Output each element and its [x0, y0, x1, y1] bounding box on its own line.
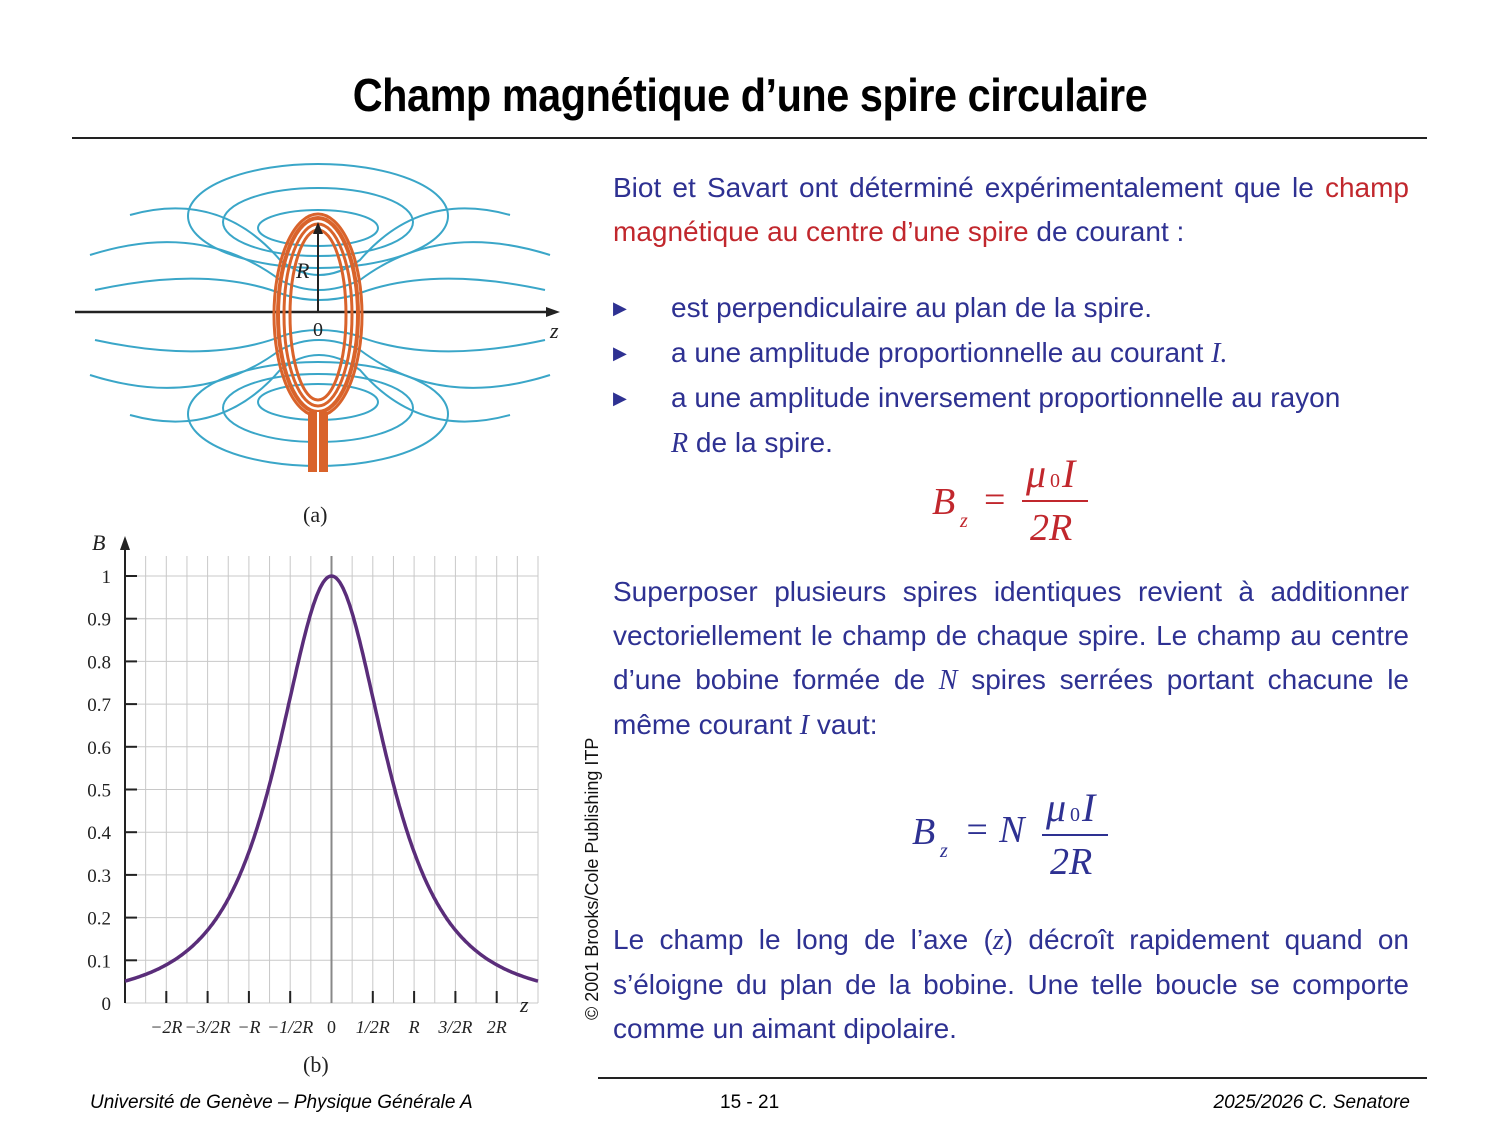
x-tick-label: −1/2R	[267, 1017, 313, 1037]
paragraph-superposition: Superposer plusieurs spires identiques r…	[613, 570, 1409, 748]
bullet-text-cont: de la spire.	[688, 426, 833, 458]
y-tick-label: 0.3	[87, 866, 111, 887]
para2-text-2: spires serrées portant chacune le même c…	[613, 664, 1410, 740]
intro-text-2: de courant :	[1028, 216, 1185, 247]
y-tick-label: 0.8	[87, 652, 111, 673]
y-tick-label: 0.7	[87, 695, 111, 716]
formula2-den: 2R	[1050, 841, 1093, 883]
chart-curve	[124, 574, 539, 983]
x-tick-label: 1/2R	[356, 1017, 390, 1037]
figure-a-label: (a)	[303, 502, 327, 527]
formula2-mu: μ	[1046, 785, 1067, 830]
bullet-symbol: R	[671, 427, 689, 459]
y-tick-label: 0.1	[87, 951, 111, 972]
formula2-lhs: B	[912, 811, 936, 853]
formula2-eq: = N	[964, 809, 1025, 851]
formula1-mu-sub: 0	[1050, 470, 1060, 492]
z-axis-label-a: z	[549, 318, 559, 343]
bullet-arrow-icon: ▶	[613, 388, 627, 408]
para2-text-1: Superposer plusieurs spires identiques r…	[613, 576, 1409, 695]
formula1-den: 2R	[1030, 507, 1073, 549]
intro-highlight: champ magnétique au centre d’une spire	[613, 172, 1409, 247]
chart-ylabel: B	[92, 530, 105, 555]
formula1-eq: =	[984, 479, 1006, 521]
formula1-fraction-bar	[1022, 500, 1088, 502]
chart-xlabel: z	[519, 992, 529, 1017]
intro-paragraph: Biot et Savart ont déterminé expérimenta…	[613, 166, 1409, 254]
figure-a-field-lines: R 0 z (a)	[75, 163, 560, 527]
bullet-item: ▶ a une amplitude proportionnelle au cou…	[613, 331, 1409, 377]
bullet-item: ▶ est perpendiculaire au plan de la spir…	[613, 286, 1409, 331]
y-tick-label: 0.2	[87, 909, 111, 930]
para2-text-3: vaut:	[809, 709, 878, 740]
formula-single-loop: B z = μ 0 I 2R	[932, 448, 1102, 558]
y-tick-label: 0.4	[87, 823, 111, 844]
x-tick-label: −3/2R	[185, 1017, 231, 1037]
para3-text-2: ) décroît rapidement quand on s’éloigne …	[613, 924, 1409, 1044]
formula1-mu: μ	[1026, 451, 1047, 496]
bullet-arrow-icon: ▶	[613, 298, 627, 318]
bullet-arrow-icon: ▶	[613, 342, 627, 363]
formula-coil: B z = N μ 0 I 2R	[912, 782, 1122, 892]
copyright-credit: © 2001 Brooks/Cole Publishing ITP	[582, 737, 602, 1020]
formula1-I: I	[1062, 451, 1076, 496]
y-axis-arrow-icon	[120, 536, 130, 550]
radius-label: R	[295, 258, 310, 283]
formula2-fraction-bar	[1042, 834, 1108, 836]
x-tick-label: 0	[327, 1017, 336, 1037]
para3-text-1: Le champ le long de l’axe (	[613, 924, 993, 955]
formula1-lhs: B	[932, 481, 956, 523]
x-tick-label: −R	[237, 1017, 260, 1037]
slide-title: Champ magnétique d’une spire circulaire	[352, 69, 1148, 121]
footer-rule	[598, 1077, 1427, 1079]
bullet-text: a une amplitude proportionnelle au coura…	[671, 336, 1212, 368]
bullet-item: ▶ a une amplitude inversement proportion…	[613, 376, 1409, 466]
x-tick-label: 3/2R	[437, 1017, 472, 1037]
footer-author: 2025/2026 C. Senatore	[1213, 1092, 1411, 1113]
para3-z: z	[992, 925, 1004, 956]
y-tick-label: 0.6	[87, 738, 111, 759]
y-tick-label: 1	[102, 567, 112, 588]
formula2-I: I	[1082, 785, 1096, 830]
figure-b-chart: 0 0.1 0.2 0.3 0.4 0.5 0.6 0.7 0.8 0.9 1 −2R −3/2R −R −…	[87, 530, 539, 1077]
formula1-sub: z	[960, 510, 968, 532]
x-tick-label: R	[408, 1017, 420, 1037]
y-tick-label: 0	[102, 994, 112, 1015]
bullet-symbol: I.	[1211, 337, 1228, 369]
y-tick-label: 0.5	[87, 781, 111, 802]
paragraph-decay: Le champ le long de l’axe (z) décroît ra…	[613, 918, 1409, 1051]
y-tick-label: 0.9	[87, 610, 111, 631]
bullet-text: est perpendiculaire au plan de la spire.	[671, 292, 1152, 323]
footer-page-number: 15 - 21	[720, 1092, 780, 1113]
bullet-list: ▶ est perpendiculaire au plan de la spir…	[613, 286, 1409, 466]
footer-university: Université de Genève – Physique Générale…	[90, 1092, 473, 1113]
para2-N: N	[938, 665, 958, 696]
intro-text-1: Biot et Savart ont déterminé expérimenta…	[613, 172, 1314, 203]
origin-label-a: 0	[313, 319, 323, 341]
formula2-mu-sub: 0	[1070, 804, 1080, 826]
figure-b-label: (b)	[303, 1052, 329, 1077]
x-tick-label: −2R	[150, 1017, 182, 1037]
formula2-sub: z	[940, 840, 948, 862]
x-tick-label: 2R	[487, 1017, 507, 1037]
bullet-text: a une amplitude inversement proportionne…	[671, 382, 1341, 413]
para2-I: I	[799, 710, 810, 741]
title-rule	[72, 137, 1427, 139]
